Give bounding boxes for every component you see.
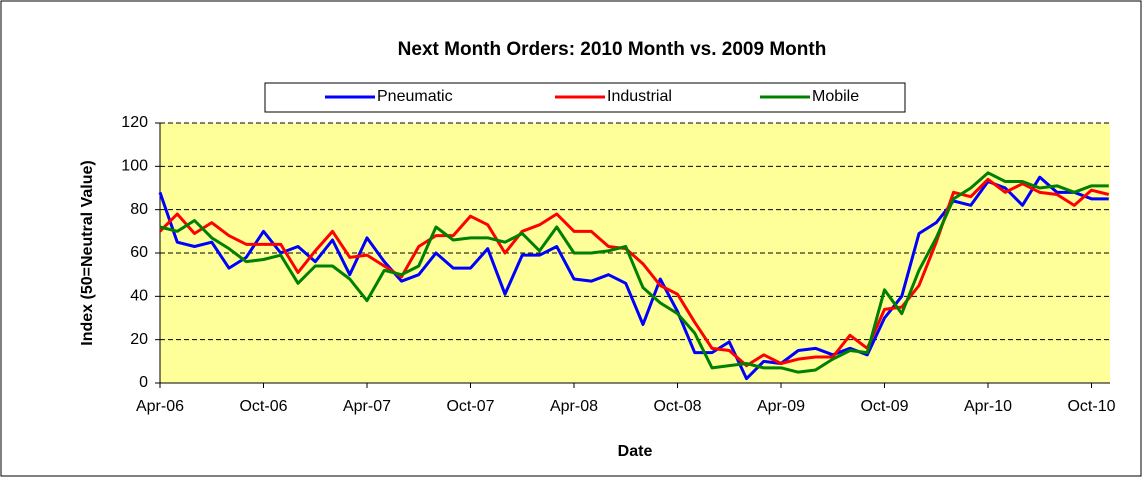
x-tick-label: Oct-07 xyxy=(446,398,494,415)
y-tick-label: 100 xyxy=(121,158,148,175)
x-tick-label: Apr-10 xyxy=(964,398,1012,415)
series-line xyxy=(159,171,1109,374)
y-tick-label: 120 xyxy=(121,114,148,131)
y-tick-label: 80 xyxy=(130,201,148,218)
legend-label: Mobile xyxy=(812,88,859,105)
x-tick-label: Oct-08 xyxy=(653,398,701,415)
y-tick-label: 20 xyxy=(130,331,148,348)
x-tick-label: Apr-07 xyxy=(343,398,391,415)
series-line xyxy=(158,177,1110,368)
x-axis-label: Date xyxy=(618,443,653,460)
y-tick-label: 0 xyxy=(139,374,148,391)
x-tick-label: Oct-09 xyxy=(860,398,908,415)
chart-title: Next Month Orders: 2010 Month vs. 2009 M… xyxy=(398,39,827,60)
y-axis-label: Index (50=Neutral Value) xyxy=(79,160,96,345)
x-tick-label: Apr-06 xyxy=(136,398,184,415)
x-tick-label: Apr-08 xyxy=(550,398,598,415)
legend-label: Industrial xyxy=(607,88,672,105)
x-tick-label: Apr-09 xyxy=(757,398,805,415)
x-tick-label: Oct-10 xyxy=(1067,398,1115,415)
y-tick-label: 60 xyxy=(130,244,148,261)
y-tick-label: 40 xyxy=(130,288,148,305)
legend-label: Pneumatic xyxy=(377,88,453,105)
x-tick-label: Oct-06 xyxy=(239,398,287,415)
